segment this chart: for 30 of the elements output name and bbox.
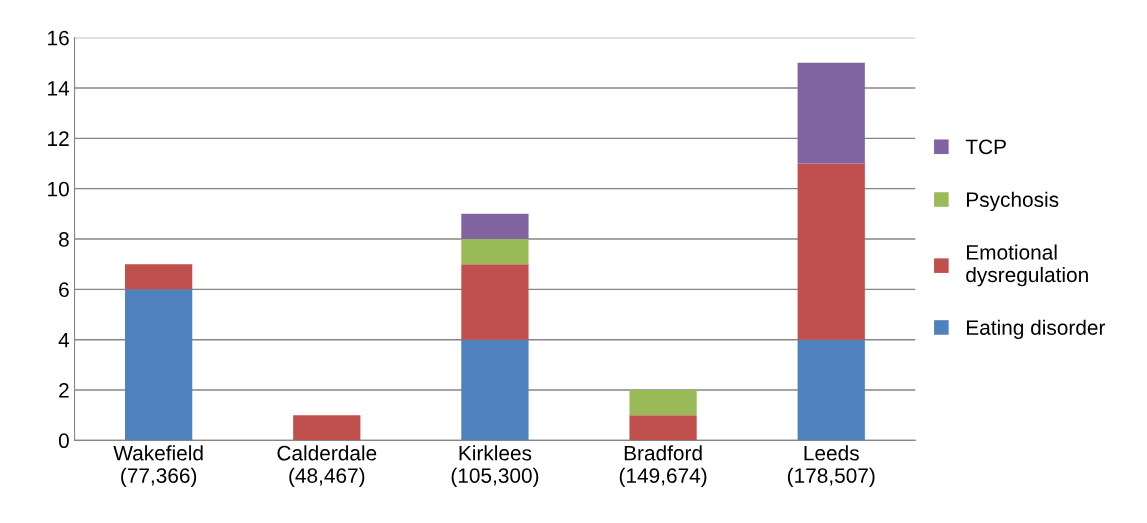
- y-tick-label: 8: [59, 232, 69, 247]
- bar: [293, 415, 361, 441]
- bar: [461, 213, 529, 240]
- bar: [797, 62, 865, 164]
- x-tick-label: Bradford (149,674): [619, 445, 707, 488]
- y-tick-label: 14: [48, 81, 70, 96]
- x-tick-label: Wakefield (77,366): [113, 445, 203, 488]
- y-tick-label: 6: [59, 282, 69, 298]
- bar: [461, 239, 529, 265]
- y-tick-label: 16: [48, 30, 69, 46]
- legend-label: TCP: [965, 139, 1006, 155]
- legend-label: Eating disorder: [967, 319, 1106, 340]
- x-tick-label: Kirklees (105,300): [451, 445, 539, 488]
- bar: [797, 339, 865, 441]
- legend-label: Psychosis: [967, 191, 1059, 212]
- bar: [125, 264, 193, 290]
- bar: [125, 289, 193, 441]
- legend-label: Emotional dysregulation: [966, 244, 1088, 287]
- y-tick-label: 4: [58, 332, 70, 348]
- bar: [461, 264, 529, 340]
- bar: [461, 339, 529, 441]
- y-tick-label: 12: [48, 131, 69, 146]
- x-tick-label: Calderdale (48,467): [277, 445, 377, 488]
- y-tick-label: 2: [59, 383, 69, 398]
- bar: [629, 390, 697, 416]
- y-tick-label: 0: [58, 433, 69, 449]
- bar: [797, 163, 865, 340]
- x-tick-label: Leeds (178,507): [787, 445, 875, 488]
- y-tick-label: 10: [48, 181, 69, 197]
- bar: [629, 415, 697, 441]
